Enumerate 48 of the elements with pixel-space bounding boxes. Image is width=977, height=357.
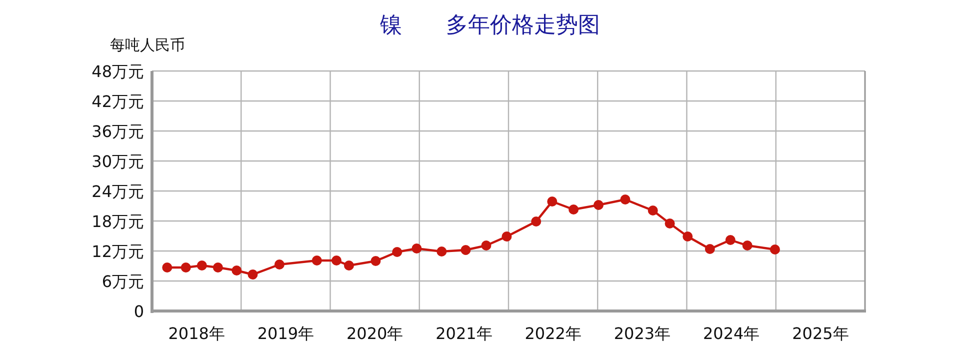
point [531, 216, 542, 226]
point [742, 240, 752, 250]
point [344, 260, 354, 270]
point [481, 240, 492, 250]
point [331, 256, 342, 266]
y-tick-label: 42万元 [92, 92, 144, 111]
point [392, 247, 402, 257]
y-tick-label: 18万元 [92, 212, 144, 231]
point [620, 194, 630, 204]
y-tick-label: 6万元 [102, 272, 144, 291]
point [704, 244, 715, 254]
y-tick-label: 30万元 [92, 152, 144, 171]
point [594, 200, 604, 210]
point [212, 262, 223, 272]
y-tick-label: 12万元 [92, 242, 144, 261]
x-tick-label: 2024年 [702, 324, 760, 343]
y-tick-label: 36万元 [92, 122, 144, 141]
point [312, 256, 322, 266]
y-tick-label: 48万元 [92, 62, 144, 81]
chart-title: 镍 多年价格走势图 [379, 13, 600, 38]
point [196, 260, 207, 270]
x-tick-label: 2022年 [524, 324, 582, 343]
point [460, 245, 471, 255]
point [648, 206, 658, 216]
point [162, 262, 172, 272]
point [725, 235, 736, 245]
point [370, 256, 381, 266]
point [248, 270, 258, 280]
y-axis-title: 每吨人民币 [110, 36, 185, 54]
x-tick-label: 2023年 [614, 324, 671, 343]
point [180, 262, 191, 272]
x-tick-label: 2020年 [346, 324, 404, 343]
point [568, 204, 579, 214]
x-tick-label: 2025年 [792, 324, 849, 343]
y-tick-label: 24万元 [92, 182, 144, 201]
x-tick-label: 2019年 [257, 324, 314, 343]
point [412, 244, 422, 254]
point [682, 232, 693, 242]
point [274, 260, 284, 270]
point [502, 232, 512, 242]
point [664, 218, 675, 228]
point [436, 246, 447, 256]
point [770, 244, 780, 254]
x-tick-label: 2021年 [436, 324, 492, 343]
x-tick-label: 2018年 [168, 324, 225, 343]
y-tick-label: 0 [134, 302, 144, 321]
point [232, 266, 242, 276]
point [547, 196, 558, 206]
